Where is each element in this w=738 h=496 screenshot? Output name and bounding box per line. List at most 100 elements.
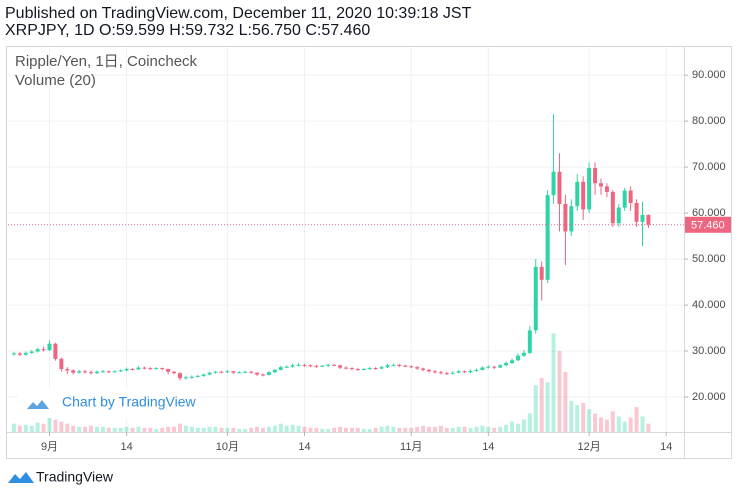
volume-bar	[539, 378, 544, 432]
candle-body	[136, 367, 141, 370]
y-tick-label: 70.000	[692, 161, 726, 173]
volume-bar	[266, 426, 271, 432]
candle-body	[462, 371, 467, 373]
volume-bar	[379, 426, 384, 432]
x-tick-label: 10月	[216, 441, 239, 453]
candle-body	[569, 206, 574, 232]
volume-bar	[504, 424, 509, 432]
candle-body	[154, 368, 159, 370]
candle-body	[11, 353, 16, 355]
volume-bar	[622, 421, 627, 432]
volume-bar	[349, 427, 354, 432]
candle-body	[557, 171, 562, 204]
candle-body	[296, 364, 301, 366]
volume-bar	[47, 417, 52, 432]
volume-bar	[456, 426, 461, 432]
candle-body	[100, 371, 105, 373]
volume-bar	[421, 425, 426, 432]
candle-body	[302, 364, 307, 366]
candle-body	[539, 266, 544, 280]
volume-bar	[510, 421, 515, 432]
candle-body	[344, 367, 348, 369]
candle-body	[385, 365, 390, 368]
volume-bar	[438, 425, 443, 432]
volume-bar	[320, 428, 325, 432]
volume-bar	[160, 427, 165, 432]
volume-bar	[367, 428, 372, 432]
candle-body	[320, 365, 325, 367]
candle-body	[622, 190, 627, 208]
candle-body	[421, 368, 426, 370]
volume-bar	[604, 419, 609, 432]
candle-body	[480, 367, 485, 370]
volume-bar	[557, 351, 562, 432]
symbol-line: XRPJPY, 1D O:59.599 H:59.732 L:56.750 C:…	[5, 22, 371, 39]
candle-body	[427, 369, 432, 372]
volume-bar	[290, 424, 295, 432]
candle-body	[94, 371, 99, 374]
volume-bar	[373, 427, 378, 432]
volume-bar	[569, 400, 574, 432]
candle-body	[403, 365, 408, 367]
candle-body	[527, 330, 532, 353]
x-tick-label: 14	[482, 441, 494, 453]
candle-body	[106, 371, 111, 373]
volume-bar	[646, 423, 651, 432]
volume-bar	[237, 428, 242, 432]
candle-body	[225, 371, 230, 373]
volume-bar	[83, 426, 88, 432]
volume-bar	[201, 427, 206, 432]
volume-bar	[255, 426, 260, 432]
candle-body	[65, 368, 70, 371]
candle-body	[207, 372, 212, 375]
volume-bar	[118, 427, 123, 432]
candle-body	[314, 365, 319, 367]
volume-bar	[154, 428, 159, 432]
volume-bar	[243, 428, 248, 432]
volume-bar	[332, 427, 337, 432]
footer-logo	[8, 472, 34, 483]
x-tick-label: 14	[298, 441, 310, 453]
volume-bar	[498, 426, 503, 432]
candle-body	[166, 368, 171, 372]
watermark-text: Chart by TradingView	[62, 394, 196, 410]
volume-bar	[527, 413, 532, 432]
candle-body	[349, 368, 354, 370]
candle-body	[278, 367, 283, 370]
candle-body	[474, 369, 479, 371]
candle-body	[646, 214, 651, 225]
candle-body	[391, 364, 396, 366]
x-tick-label: 14	[120, 441, 132, 453]
candle-body	[486, 366, 491, 368]
candle-body	[195, 375, 200, 377]
candle-body	[77, 371, 82, 373]
volume-bar	[35, 422, 40, 432]
volume-bar	[409, 427, 414, 432]
candle-body	[361, 368, 366, 370]
volume-bar	[598, 417, 603, 432]
volume-bar	[444, 427, 449, 432]
candle-body	[450, 372, 455, 374]
candle-body	[118, 370, 123, 372]
volume-bar	[225, 427, 230, 432]
volume-bar	[130, 427, 135, 432]
volume-bar	[172, 426, 177, 432]
candle-body	[551, 171, 556, 196]
legend-symbol: Ripple/Yen, 1日, Coincheck	[15, 53, 198, 70]
volume-bar	[112, 427, 117, 432]
candle-body	[515, 355, 520, 361]
volume-bar	[207, 426, 212, 432]
candle-body	[444, 373, 449, 375]
candle-body	[604, 186, 609, 192]
volume-bar	[616, 416, 621, 432]
x-tick-label: 14	[660, 441, 672, 453]
candle-body	[456, 371, 461, 373]
candle-body	[201, 374, 206, 376]
volume-bar	[385, 425, 390, 432]
candle-body	[616, 207, 621, 224]
candle-body	[355, 368, 360, 370]
candle-body	[260, 374, 265, 376]
candle-body	[23, 352, 28, 355]
footer-brand: TradingView	[36, 469, 114, 485]
volume-bar	[521, 419, 526, 432]
